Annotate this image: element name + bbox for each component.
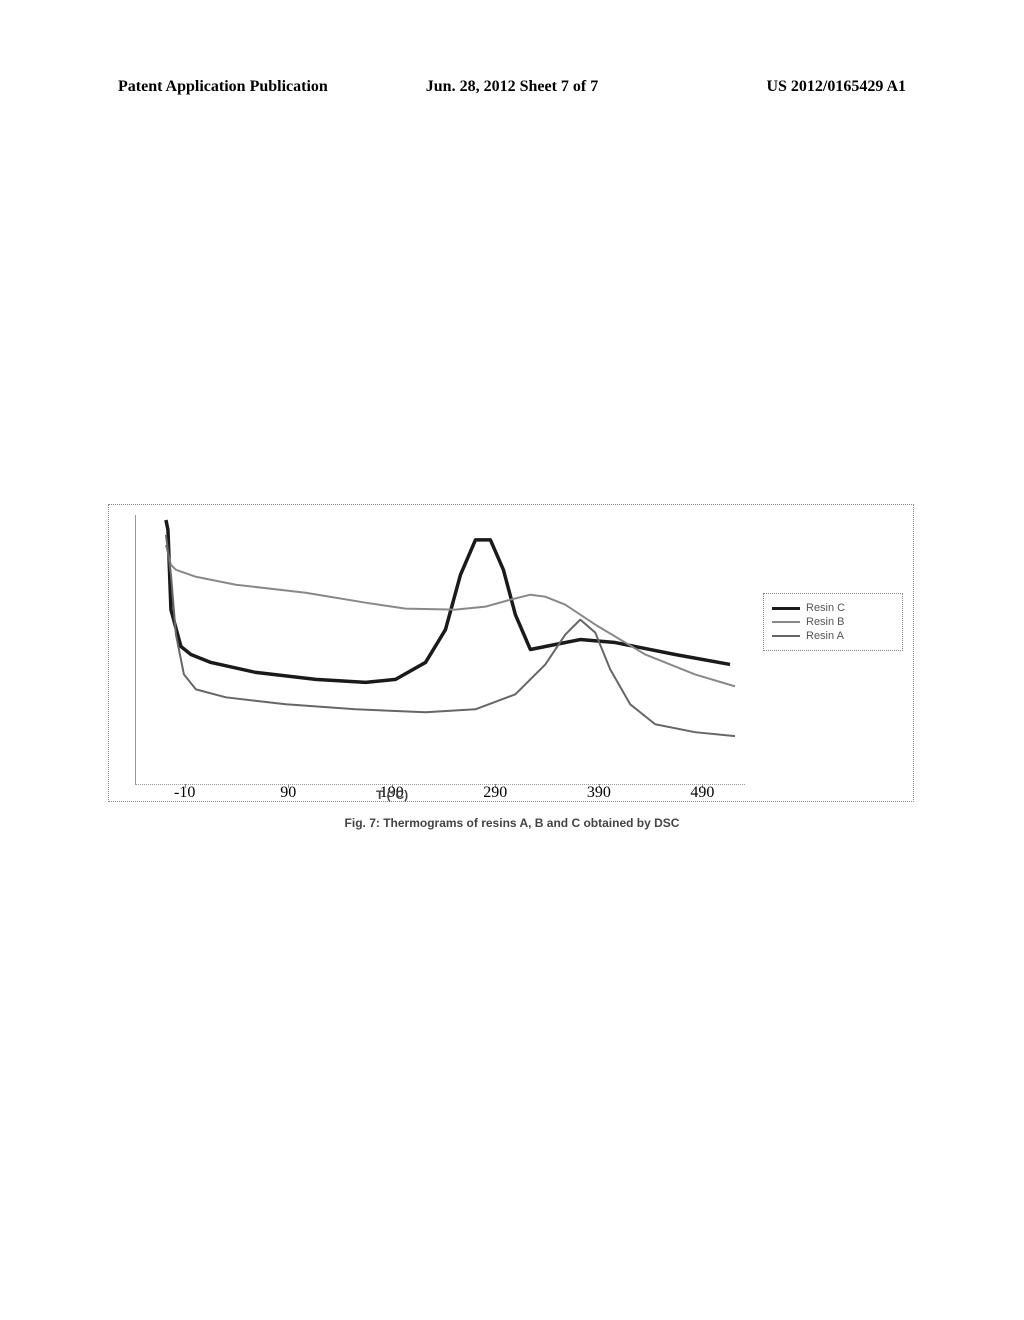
legend-swatch bbox=[772, 607, 800, 610]
x-axis-label: T (°C) bbox=[376, 788, 408, 802]
page-header: Patent Application Publication Jun. 28, … bbox=[118, 78, 906, 96]
header-publication-type: Patent Application Publication bbox=[118, 78, 381, 96]
line-resin-a bbox=[166, 535, 735, 736]
x-tick-label: 90 bbox=[280, 784, 296, 802]
header-date-sheet: Jun. 28, 2012 Sheet 7 of 7 bbox=[381, 78, 644, 96]
x-tick-label: 390 bbox=[587, 784, 611, 802]
chart-container: -1090190290390490 T (°C) Resin C Resin B… bbox=[108, 504, 914, 802]
chart-legend: Resin C Resin B Resin A bbox=[763, 593, 903, 651]
header-publication-number: US 2012/0165429 A1 bbox=[643, 78, 906, 96]
x-tick-label: -10 bbox=[174, 784, 195, 802]
legend-swatch bbox=[772, 621, 800, 623]
legend-swatch bbox=[772, 635, 800, 637]
x-tick-label: 490 bbox=[690, 784, 714, 802]
thermogram-chart bbox=[136, 515, 745, 784]
x-tick-label: 290 bbox=[483, 784, 507, 802]
legend-label: Resin C bbox=[806, 602, 845, 614]
chart-plot-area: -1090190290390490 T (°C) bbox=[135, 515, 745, 785]
legend-item: Resin B bbox=[772, 616, 894, 628]
figure-caption: Fig. 7: Thermograms of resins A, B and C… bbox=[0, 816, 1024, 830]
legend-label: Resin B bbox=[806, 616, 845, 628]
legend-item: Resin C bbox=[772, 602, 894, 614]
legend-label: Resin A bbox=[806, 630, 844, 642]
legend-item: Resin A bbox=[772, 630, 894, 642]
line-resin-c bbox=[166, 520, 730, 682]
